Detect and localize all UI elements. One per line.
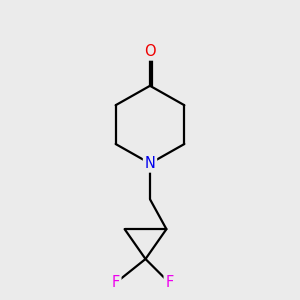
Text: F: F [112,275,120,290]
Text: O: O [144,44,156,59]
Text: N: N [145,156,155,171]
Text: F: F [165,275,173,290]
